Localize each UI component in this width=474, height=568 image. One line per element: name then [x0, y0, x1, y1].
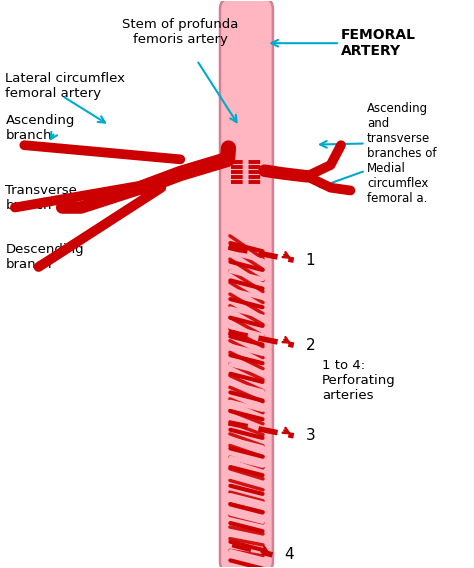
Text: Stem of profunda
femoris artery: Stem of profunda femoris artery [122, 18, 238, 46]
Text: 4: 4 [284, 548, 294, 562]
Text: 2: 2 [306, 338, 315, 353]
FancyBboxPatch shape [220, 0, 273, 568]
Text: 3: 3 [306, 428, 315, 444]
Text: Transverse
branch: Transverse branch [5, 184, 77, 212]
Text: Descending
branch: Descending branch [5, 243, 84, 271]
Text: 1 to 4:
Perforating
arteries: 1 to 4: Perforating arteries [322, 359, 396, 402]
Text: 1: 1 [306, 253, 315, 268]
Text: Lateral circumflex
femoral artery: Lateral circumflex femoral artery [5, 72, 126, 100]
Text: Ascending
and
transverse
branches of
Medial
circumflex
femoral a.: Ascending and transverse branches of Med… [367, 102, 437, 205]
Text: Ascending
branch: Ascending branch [5, 114, 75, 142]
Text: FEMORAL
ARTERY: FEMORAL ARTERY [341, 28, 416, 59]
